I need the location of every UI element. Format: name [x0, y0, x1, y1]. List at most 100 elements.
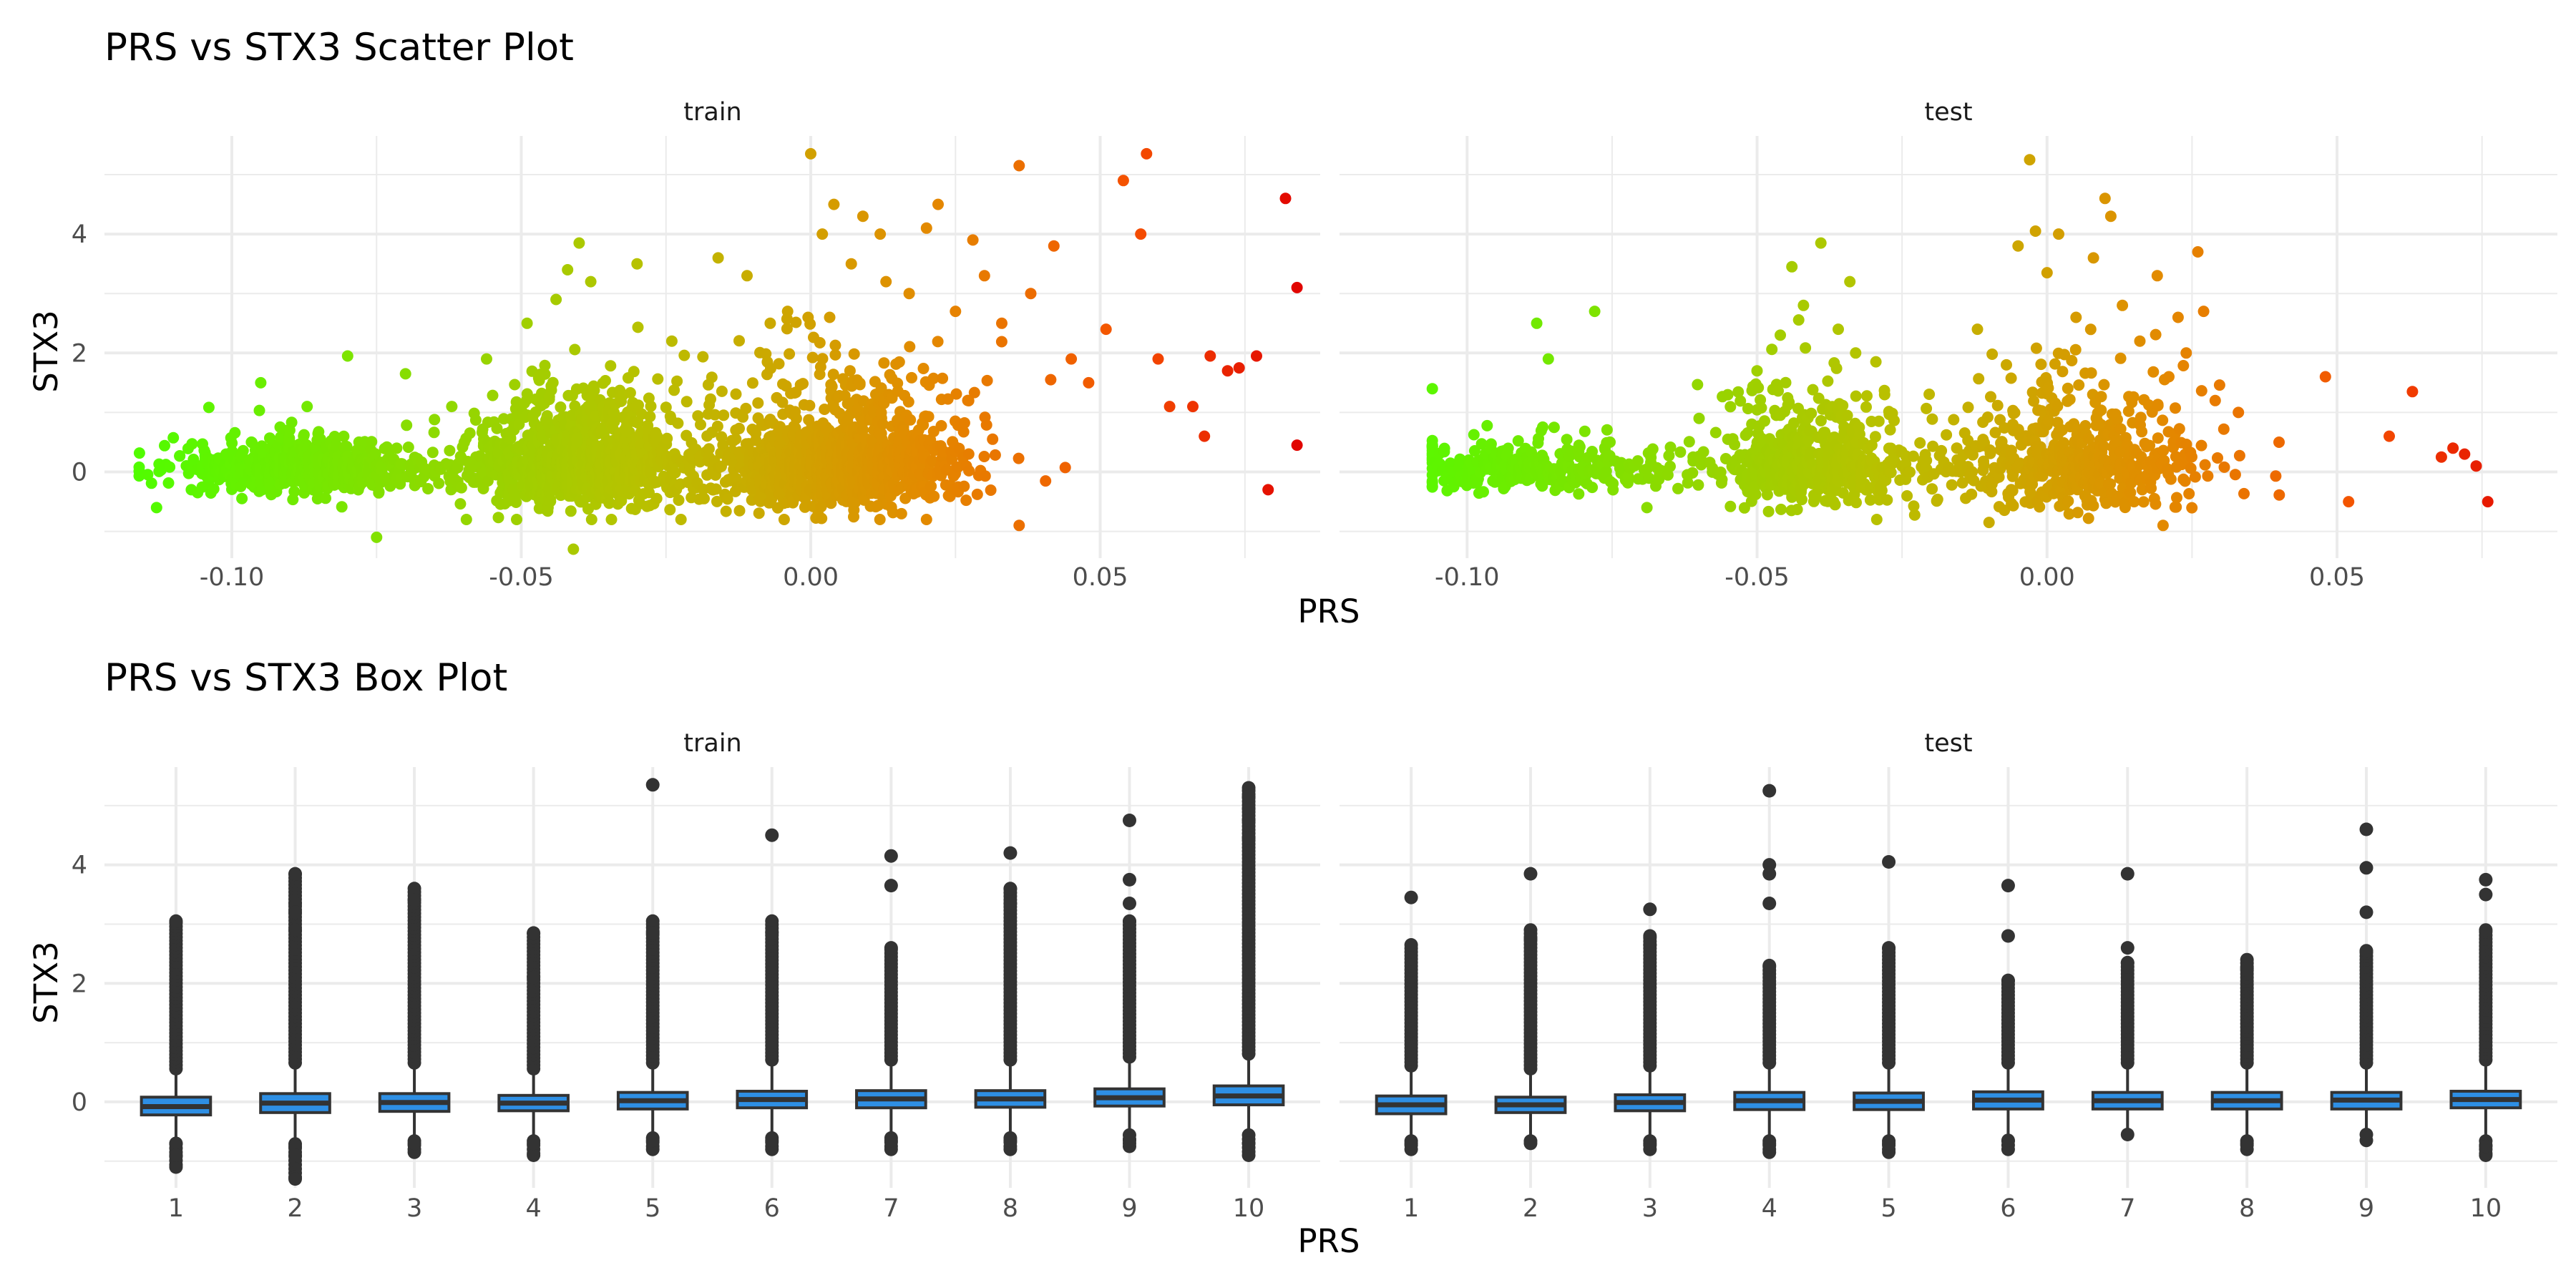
scatter-point — [2170, 402, 2181, 414]
scatter-point — [880, 275, 892, 288]
scatter-point — [1983, 517, 1995, 529]
scatter-point — [2172, 311, 2184, 323]
scatter-point — [1692, 479, 1704, 491]
scatter-point — [2177, 360, 2190, 371]
facet-strip-label: train — [683, 729, 741, 758]
scatter-point — [1672, 482, 1684, 494]
scatter-point — [932, 336, 944, 348]
scatter-point — [2273, 489, 2285, 501]
scatter-point — [980, 419, 992, 431]
x-tick-label: -0.05 — [1724, 563, 1790, 592]
scatter-point — [1065, 353, 1078, 365]
scatter-point — [2062, 382, 2074, 394]
scatter-point — [1931, 493, 1943, 505]
scatter-point — [1573, 488, 1585, 500]
scatter-point — [186, 438, 198, 450]
scatter-point — [539, 368, 551, 380]
scatter-point — [895, 507, 907, 519]
scatter-point — [2095, 404, 2107, 416]
scatter-point — [1984, 447, 1996, 459]
scatter-point — [2114, 352, 2127, 364]
scatter-point — [1881, 494, 1893, 506]
scatter-point — [2435, 451, 2447, 463]
scatter-point — [661, 432, 673, 444]
scatter-point — [2134, 335, 2146, 347]
scatter-point — [164, 461, 176, 473]
scatter-point — [2098, 379, 2110, 391]
scatter-point — [444, 444, 456, 457]
scatter-point — [2007, 499, 2019, 512]
scatter-point — [2209, 394, 2221, 406]
outlier-point — [765, 828, 779, 842]
scatter-point — [2343, 496, 2355, 508]
outlier-point — [884, 1133, 898, 1148]
scatter-point — [874, 228, 887, 240]
scatter-point — [1478, 486, 1489, 498]
scatter-point — [1221, 365, 1234, 377]
scatter-point — [1805, 407, 1818, 419]
scatter-point — [1978, 459, 1990, 471]
outlier-point — [765, 1133, 779, 1148]
outlier-point — [527, 970, 541, 985]
scatter-point — [1040, 475, 1052, 487]
scatter-point — [402, 441, 414, 453]
outlier-point — [407, 1136, 421, 1151]
scatter-point — [1796, 494, 1807, 506]
scatter-point — [1646, 443, 1659, 455]
scatter-point — [2152, 432, 2164, 444]
scatter-point — [937, 372, 949, 384]
scatter-point — [2459, 448, 2471, 460]
scatter-point — [2136, 426, 2148, 438]
scatter-point — [1861, 390, 1873, 402]
scatter-point — [829, 348, 841, 361]
scatter-point — [446, 401, 458, 413]
scatter-point — [605, 514, 618, 525]
scatter-point — [1141, 147, 1153, 160]
scatter-point — [824, 311, 836, 323]
scatter-point — [712, 252, 724, 264]
scatter-point — [2095, 391, 2107, 403]
scatter-point — [1800, 342, 1812, 354]
scatter-point — [741, 270, 753, 282]
scatter-point — [925, 480, 937, 492]
scatter-point — [2180, 347, 2192, 359]
scatter-point — [1426, 383, 1438, 395]
scatter-point — [632, 321, 644, 333]
scatter-point — [987, 433, 999, 445]
scatter-point — [816, 228, 829, 240]
scatter-point — [373, 486, 385, 498]
y-axis-title: STX3 — [27, 310, 65, 393]
outlier-point — [288, 923, 303, 937]
scatter-point — [1766, 343, 1778, 356]
scatter-point — [481, 353, 492, 365]
scatter-point — [814, 337, 826, 348]
scatter-point — [1833, 323, 1844, 336]
scatter-point — [979, 470, 991, 482]
scatter-point — [733, 335, 745, 347]
scatter-point — [2270, 470, 2282, 482]
scatter-point — [2195, 385, 2207, 397]
scatter-point — [133, 461, 145, 473]
scatter-point — [174, 450, 186, 462]
scatter-point — [1709, 426, 1722, 439]
scatter-point — [2189, 471, 2201, 483]
scatter-point — [1850, 497, 1862, 509]
scatter-point — [1187, 401, 1199, 413]
scatter-point — [226, 437, 238, 449]
scatter-point — [1752, 381, 1765, 394]
scatter-point — [968, 386, 980, 399]
scatter-point — [2087, 252, 2099, 264]
scatter-point — [1548, 421, 1560, 434]
outlier-point — [884, 941, 898, 955]
scatter-point — [2041, 267, 2053, 279]
y-tick-label: 0 — [72, 459, 87, 487]
x-tick-label: 0.05 — [1073, 563, 1128, 592]
scatter-point — [2137, 496, 2150, 508]
scatter-point — [550, 293, 562, 306]
scatter-point — [2157, 444, 2170, 457]
scatter-point — [878, 357, 890, 369]
scatter-point — [1601, 424, 1613, 436]
scatter-point — [1574, 441, 1586, 453]
outlier-point — [169, 1148, 183, 1162]
scatter-point — [650, 492, 663, 504]
